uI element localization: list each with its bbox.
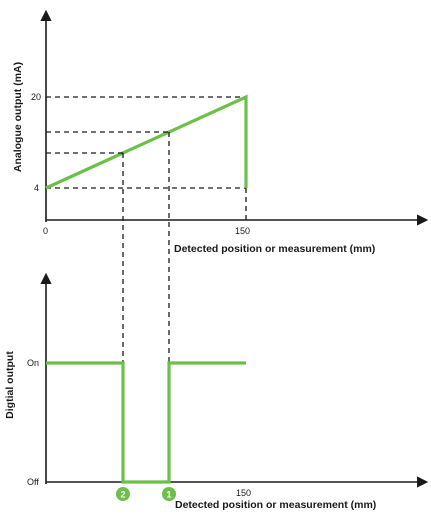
digital-x-axis-title: Detected position or measurement (mm)	[175, 499, 376, 511]
digital-y-axis-title: Digtial output	[4, 351, 16, 419]
analogue-output-trace	[45, 94, 248, 190]
y-tick-4: 4	[34, 183, 39, 193]
marker-1-label: 1	[166, 490, 171, 500]
x-tick-150: 150	[235, 226, 250, 236]
marker-2-label: 2	[120, 490, 125, 500]
bottom-x-tick-150: 150	[236, 488, 251, 498]
y-tick-on: On	[27, 358, 39, 368]
analogue-chart: 20 4 0 150 Analogue output (mA) Detected…	[12, 9, 429, 255]
x-tick-0: 0	[43, 226, 48, 236]
digital-chart: On Off 150 2 1 Digtial output Detected p…	[4, 272, 429, 511]
analogue-x-axis-title: Detected position or measurement (mm)	[174, 243, 375, 255]
y-tick-off: Off	[27, 477, 39, 487]
marker-2: 2	[116, 487, 130, 501]
marker-1: 1	[162, 487, 176, 501]
analogue-y-axis-title: Analogue output (mA)	[12, 62, 24, 172]
y-tick-20: 20	[31, 92, 41, 102]
digital-output-trace	[46, 361, 246, 484]
